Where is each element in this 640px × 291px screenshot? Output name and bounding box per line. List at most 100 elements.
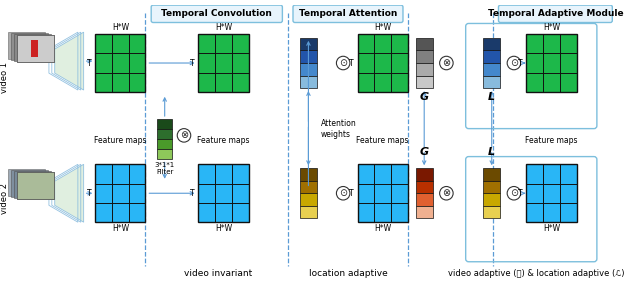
Text: T: T: [349, 58, 354, 68]
Text: H*W: H*W: [112, 224, 129, 233]
Bar: [157, 129, 172, 139]
Circle shape: [177, 129, 191, 142]
Circle shape: [507, 56, 521, 70]
Text: T: T: [190, 189, 195, 198]
Text: Feature maps: Feature maps: [356, 136, 409, 145]
Bar: [300, 76, 317, 88]
Bar: [483, 38, 500, 50]
Text: T: T: [518, 189, 523, 198]
Bar: [415, 76, 433, 88]
Text: Attention
weights: Attention weights: [321, 118, 356, 139]
Text: 3*1*1: 3*1*1: [155, 162, 175, 168]
Circle shape: [507, 187, 521, 200]
Text: T: T: [190, 58, 195, 68]
Text: location adaptive: location adaptive: [308, 269, 387, 278]
Bar: [17, 172, 54, 199]
Polygon shape: [54, 164, 84, 222]
Text: ⊙: ⊙: [339, 58, 348, 68]
Bar: [415, 206, 433, 218]
Bar: [31, 40, 38, 57]
Text: Temporal Adaptive Module: Temporal Adaptive Module: [488, 9, 623, 18]
FancyBboxPatch shape: [151, 5, 282, 22]
Text: H*W: H*W: [112, 23, 129, 32]
Bar: [300, 193, 317, 206]
Bar: [300, 181, 317, 193]
FancyBboxPatch shape: [499, 5, 612, 22]
Bar: [527, 164, 577, 222]
Text: H*W: H*W: [215, 23, 232, 32]
Bar: [8, 169, 45, 196]
Text: Feature maps: Feature maps: [94, 136, 147, 145]
Bar: [8, 32, 45, 59]
Bar: [157, 119, 172, 129]
Bar: [198, 34, 248, 92]
Bar: [14, 34, 51, 61]
Circle shape: [440, 56, 453, 70]
Bar: [358, 164, 408, 222]
Text: ⊗: ⊗: [442, 58, 451, 68]
Bar: [300, 63, 317, 76]
Text: H*W: H*W: [543, 23, 560, 32]
Bar: [483, 193, 500, 206]
Text: Temporal Convolution: Temporal Convolution: [161, 9, 272, 18]
Bar: [157, 139, 172, 149]
Bar: [300, 38, 317, 50]
Bar: [415, 168, 433, 181]
Bar: [300, 50, 317, 63]
Bar: [415, 63, 433, 76]
Text: H*W: H*W: [215, 224, 232, 233]
Text: video invariant: video invariant: [184, 269, 252, 278]
Bar: [415, 193, 433, 206]
Bar: [415, 50, 433, 63]
Text: H*W: H*W: [543, 224, 560, 233]
Bar: [12, 33, 48, 60]
Bar: [483, 76, 500, 88]
Bar: [483, 63, 500, 76]
Text: H*W: H*W: [374, 224, 391, 233]
Bar: [95, 34, 145, 92]
Bar: [14, 171, 51, 198]
Bar: [300, 206, 317, 218]
Bar: [483, 206, 500, 218]
Bar: [300, 168, 317, 181]
Bar: [157, 149, 172, 159]
Bar: [527, 34, 577, 92]
Text: video 2: video 2: [0, 182, 9, 214]
Text: video adaptive (𝒢) & location adaptive (ℒ): video adaptive (𝒢) & location adaptive (…: [448, 269, 625, 278]
Text: T: T: [87, 58, 92, 68]
Text: T: T: [87, 189, 92, 198]
Bar: [17, 35, 54, 62]
Bar: [483, 181, 500, 193]
Circle shape: [440, 187, 453, 200]
Text: ⊗: ⊗: [180, 130, 188, 140]
Text: Filter: Filter: [156, 169, 173, 175]
Bar: [415, 38, 433, 50]
Text: L: L: [488, 147, 495, 157]
Text: G: G: [420, 92, 429, 102]
Text: Feature maps: Feature maps: [525, 136, 578, 145]
Bar: [198, 164, 248, 222]
Bar: [17, 172, 54, 199]
FancyBboxPatch shape: [293, 5, 403, 22]
Text: T: T: [349, 189, 354, 198]
Text: ⊙: ⊙: [510, 58, 518, 68]
Circle shape: [337, 187, 350, 200]
Text: video 1: video 1: [0, 62, 9, 93]
Bar: [12, 170, 48, 197]
Circle shape: [337, 56, 350, 70]
Text: H*W: H*W: [374, 23, 391, 32]
Text: Temporal Attention: Temporal Attention: [299, 9, 397, 18]
Bar: [483, 168, 500, 181]
Text: ⊗: ⊗: [442, 188, 451, 198]
Bar: [358, 34, 408, 92]
Text: G: G: [420, 147, 429, 157]
Bar: [415, 181, 433, 193]
Text: L: L: [488, 92, 495, 102]
Text: ⊙: ⊙: [339, 188, 348, 198]
Bar: [483, 50, 500, 63]
Polygon shape: [54, 32, 84, 90]
Text: T: T: [518, 58, 523, 68]
Text: Feature maps: Feature maps: [197, 136, 250, 145]
Text: ⊙: ⊙: [510, 188, 518, 198]
Bar: [17, 35, 54, 62]
